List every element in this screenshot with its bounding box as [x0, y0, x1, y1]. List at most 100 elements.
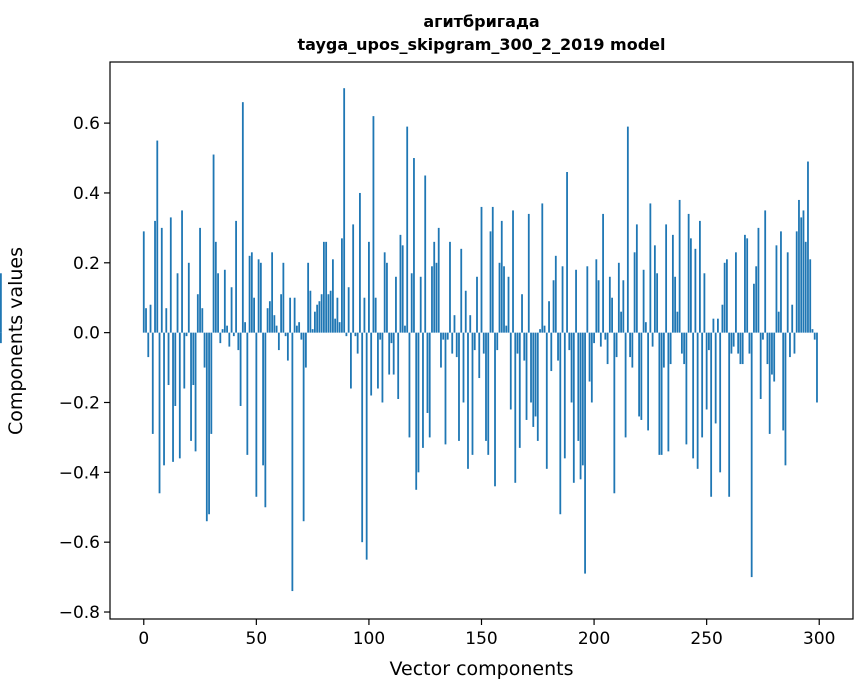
bar [608, 276, 611, 333]
bar [741, 332, 744, 365]
bar [572, 332, 575, 483]
bar [514, 332, 517, 483]
bar [230, 287, 233, 333]
bar [811, 329, 814, 333]
bar [379, 332, 382, 340]
bar [316, 304, 319, 333]
bar [471, 332, 474, 455]
chart-title: агитбригада [423, 12, 540, 31]
bar [464, 290, 467, 333]
bar [660, 332, 663, 455]
bar [696, 332, 699, 469]
bar [300, 332, 303, 340]
bar [147, 332, 150, 358]
bar [203, 332, 206, 368]
bar [397, 332, 400, 399]
bar [485, 332, 487, 441]
bar [687, 213, 690, 333]
bar [795, 231, 798, 333]
y-axis-label: Components values [5, 246, 27, 436]
bar [183, 332, 186, 389]
bar [467, 332, 469, 469]
bar [406, 126, 409, 333]
y-tick-label: 0.4 [73, 184, 100, 204]
bar [178, 332, 181, 459]
bar [701, 332, 704, 438]
bar [158, 332, 161, 494]
bar [712, 318, 715, 333]
bar [383, 252, 386, 333]
bar [248, 255, 251, 333]
bar [644, 322, 647, 333]
bar [563, 332, 566, 459]
x-axis-label: Vector components [389, 658, 574, 680]
bar [440, 332, 442, 368]
bar [352, 224, 355, 333]
bar [325, 241, 328, 333]
bar [642, 269, 645, 333]
bar [368, 241, 370, 333]
bar [298, 322, 301, 333]
bar [165, 308, 168, 333]
bar [640, 332, 643, 420]
bar [757, 227, 760, 333]
bar [282, 262, 285, 333]
plot-frame [109, 61, 854, 620]
bar [196, 294, 199, 333]
bar [622, 280, 625, 333]
bar [399, 234, 402, 333]
bar [744, 234, 746, 333]
bar [762, 332, 764, 340]
bar [449, 241, 451, 333]
bar [766, 332, 769, 365]
bar [392, 332, 395, 375]
x-tick-label: 0 [138, 629, 149, 649]
bar [521, 294, 523, 333]
bar [422, 332, 424, 448]
bar [478, 332, 481, 379]
y-tick-label: 0.6 [73, 114, 100, 134]
axes-group: 0 50 100 150 200 250 300 −0.8 −0.6 −0.4 −0.2 0.0 0.2… [59, 61, 854, 649]
bar [302, 332, 305, 522]
bar [377, 332, 379, 389]
bar [717, 318, 719, 333]
bar [577, 332, 580, 441]
bar [626, 126, 629, 333]
bar [390, 332, 393, 344]
bar [683, 332, 686, 365]
bar [708, 332, 710, 351]
bar [735, 252, 737, 333]
bar [275, 325, 278, 333]
x-tick-label: 50 [246, 629, 268, 649]
bar [710, 332, 713, 497]
bar [800, 217, 803, 333]
bar [442, 332, 445, 340]
bar [491, 206, 494, 333]
bar [786, 252, 789, 333]
bar [793, 332, 796, 354]
bar [523, 332, 526, 361]
bar [813, 332, 816, 340]
bar [496, 332, 499, 351]
bar [500, 220, 503, 333]
bar [273, 315, 276, 333]
bar [671, 234, 674, 333]
bar [532, 332, 535, 427]
bar [613, 332, 616, 494]
bar [388, 332, 391, 375]
bar [633, 252, 636, 333]
bar [246, 332, 249, 455]
bar [332, 259, 334, 333]
bar [250, 252, 253, 333]
bar [543, 325, 546, 333]
bar [498, 262, 501, 333]
bar [602, 213, 604, 333]
y-tick-label: −0.6 [59, 533, 100, 553]
bar [381, 332, 384, 403]
bar [354, 332, 357, 337]
bar [160, 227, 163, 333]
bar [460, 248, 463, 333]
bar [534, 332, 537, 417]
bar [395, 276, 397, 333]
bar [581, 332, 584, 466]
